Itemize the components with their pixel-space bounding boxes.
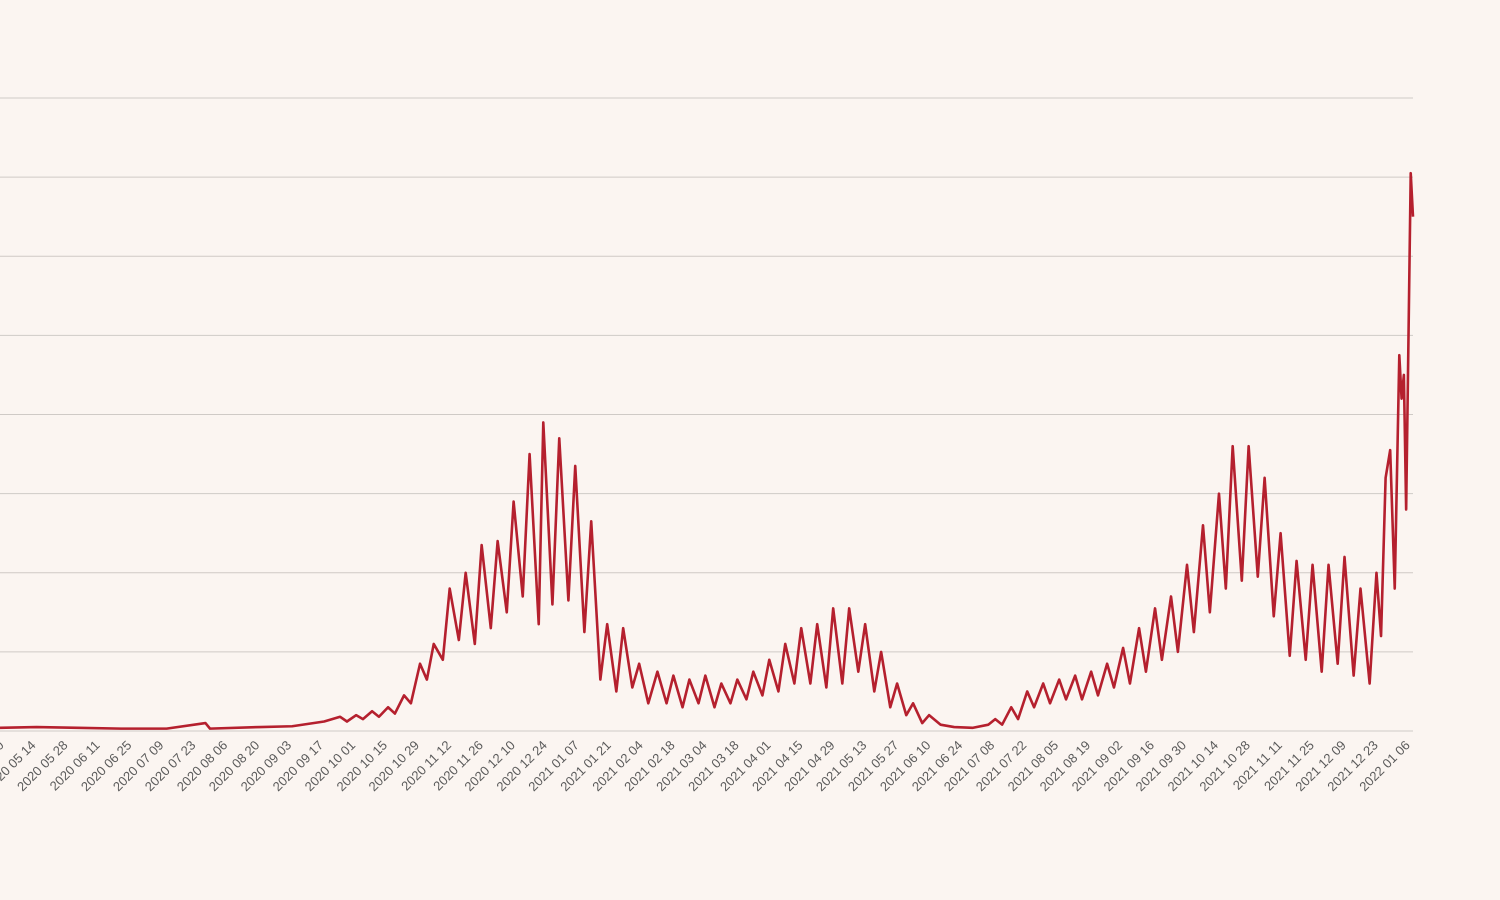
- data-line: [0, 171, 1415, 730]
